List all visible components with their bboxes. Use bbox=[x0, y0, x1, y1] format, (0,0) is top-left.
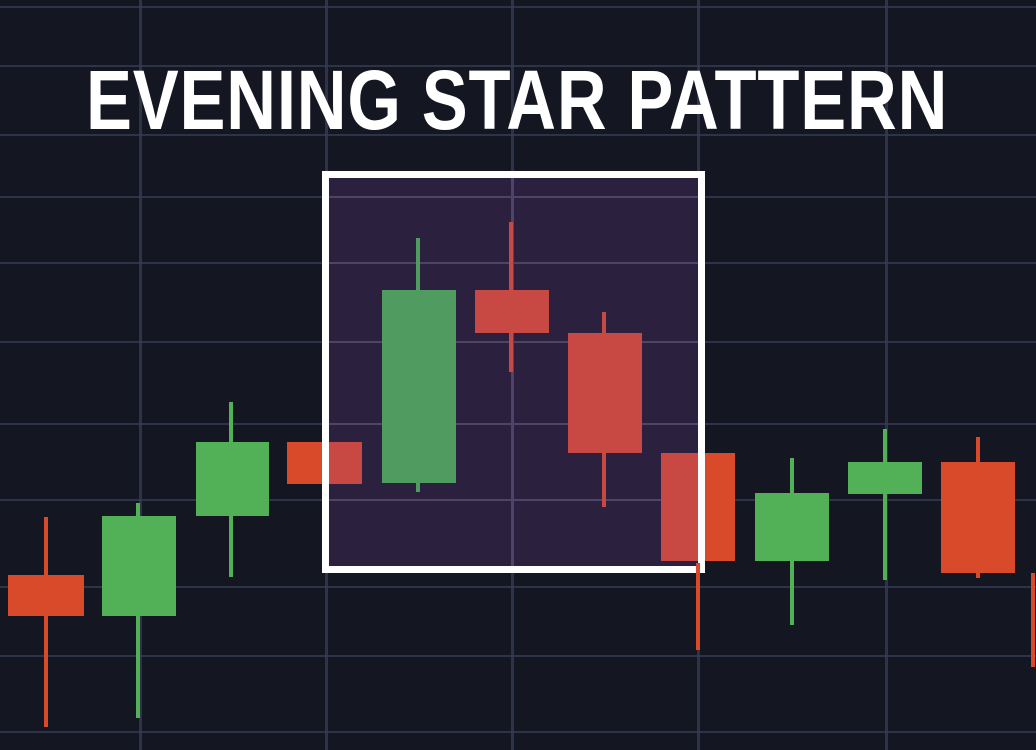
candle-6-body-highlighted bbox=[475, 290, 549, 333]
grid-line-horizontal bbox=[0, 134, 1036, 136]
grid-line-horizontal bbox=[0, 655, 1036, 657]
candle-8-body bbox=[661, 453, 698, 561]
candle-11-body bbox=[941, 462, 1015, 573]
candle-4-body bbox=[329, 442, 362, 484]
candle-7-body-highlighted bbox=[568, 333, 642, 453]
grid-line-horizontal bbox=[0, 65, 1036, 67]
grid-line-horizontal bbox=[0, 6, 1036, 8]
candle-2-body bbox=[102, 516, 176, 616]
candle-4-body bbox=[287, 442, 322, 484]
candle-5-body-highlighted bbox=[382, 290, 456, 483]
grid-line-vertical bbox=[139, 0, 142, 750]
grid-line-horizontal bbox=[0, 586, 1036, 588]
candle-3-body bbox=[196, 442, 269, 516]
candle-10-wick bbox=[883, 429, 887, 580]
candle-10-body bbox=[848, 462, 922, 494]
grid-line-horizontal bbox=[0, 731, 1036, 733]
candle-9-body bbox=[755, 493, 829, 561]
candle-12-wick bbox=[1031, 573, 1035, 667]
candle-8-body bbox=[705, 453, 735, 561]
candle-1-wick bbox=[44, 517, 48, 727]
candle-1-body bbox=[8, 575, 84, 616]
candle-8-wick bbox=[696, 563, 700, 650]
grid-line-vertical bbox=[885, 0, 888, 750]
chart-title: EVENING STAR PATTERN bbox=[86, 53, 949, 147]
highlight-box-grid-line-vertical bbox=[511, 178, 514, 566]
